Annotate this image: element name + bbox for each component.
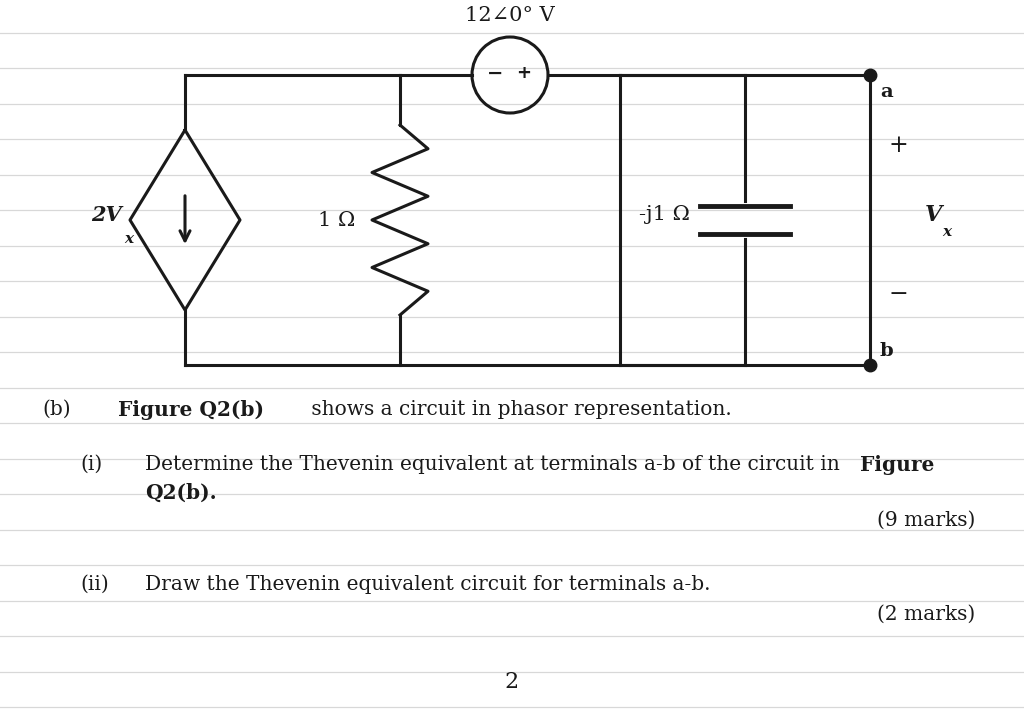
Text: Draw the Thevenin equivalent circuit for terminals a-b.: Draw the Thevenin equivalent circuit for… (145, 575, 711, 594)
Text: −: − (888, 283, 908, 306)
Text: x: x (124, 232, 133, 246)
Text: 2: 2 (505, 671, 519, 693)
Text: (b): (b) (42, 400, 71, 419)
Text: −: − (486, 64, 503, 82)
Text: (i): (i) (80, 455, 102, 474)
Text: 1 Ω: 1 Ω (317, 211, 355, 229)
Text: shows a circuit in phasor representation.: shows a circuit in phasor representation… (305, 400, 732, 419)
Text: x: x (942, 225, 951, 239)
Text: -j1 Ω: -j1 Ω (639, 206, 690, 224)
Text: +: + (888, 133, 908, 156)
Text: (2 marks): (2 marks) (877, 605, 975, 624)
Text: V: V (925, 204, 942, 226)
Text: Figure: Figure (860, 455, 934, 475)
Text: a: a (880, 83, 893, 101)
Text: Figure Q2(b): Figure Q2(b) (118, 400, 264, 420)
Text: 2V: 2V (91, 205, 122, 225)
Text: +: + (516, 64, 531, 82)
Text: Determine the Thevenin equivalent at terminals a-b of the circuit in: Determine the Thevenin equivalent at ter… (145, 455, 846, 474)
Text: 12∠0° V: 12∠0° V (465, 6, 555, 25)
Text: Q2(b).: Q2(b). (145, 483, 217, 503)
Text: (ii): (ii) (80, 575, 109, 594)
Text: (9 marks): (9 marks) (877, 511, 975, 530)
Text: b: b (880, 342, 894, 360)
